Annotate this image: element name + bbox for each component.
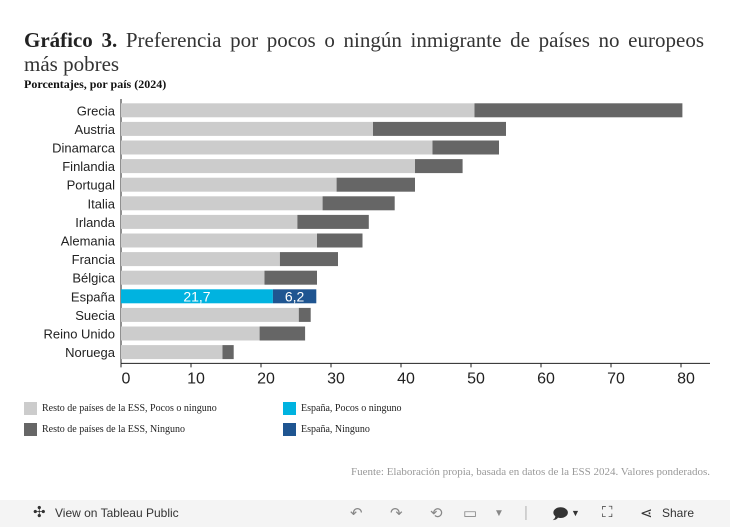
bar-rest-pocos: [121, 140, 433, 155]
bar-rest-ninguno: [298, 307, 311, 322]
redo-icon[interactable]: ↷: [390, 505, 403, 522]
bar-spain-ninguno: [272, 289, 317, 304]
bar-rest-pocos: [121, 233, 317, 248]
share-button[interactable]: Share: [662, 506, 695, 520]
share-icon[interactable]: ⋖: [640, 505, 653, 522]
divider-icon: |: [524, 504, 528, 521]
x-tick-label: 10: [187, 370, 205, 387]
y-tick-label: Finlandia: [62, 159, 116, 174]
bar-rest-ninguno: [297, 214, 369, 229]
source-note: Fuente: Elaboración propia, basada en da…: [350, 466, 710, 478]
y-tick-label: Reino Unido: [43, 327, 115, 342]
bar-rest-ninguno: [264, 270, 317, 285]
x-tick-label: 40: [397, 370, 415, 387]
bar-chart: Grecia Austria Dinamarca Finlandia Portugal I…: [43, 99, 710, 387]
legend-label: España, Ninguno: [301, 424, 370, 435]
bar-rest-pocos: [121, 121, 373, 136]
bar-rest-ninguno: [415, 159, 463, 174]
y-tick-label: Bélgica: [72, 271, 115, 286]
bar-rest-pocos: [121, 177, 337, 192]
comment-icon[interactable]: 🗩: [552, 506, 569, 523]
chart-title-bold: Gráfico 3.: [24, 28, 118, 52]
bar-rest-pocos: [121, 103, 475, 118]
pause-icon[interactable]: ▭: [463, 505, 478, 522]
legend-label: España, Pocos o ninguno: [301, 403, 402, 414]
bar-rest-pocos: [121, 214, 298, 229]
y-tick-label: Irlanda: [75, 215, 116, 230]
x-tick-label: 60: [537, 370, 555, 387]
bar-rest-ninguno: [259, 326, 306, 341]
bar-rest-pocos: [121, 270, 265, 285]
legend-swatch: [24, 402, 37, 415]
chart-subtitle: Porcentajes, por país (2024): [24, 77, 167, 91]
legend-swatch: [24, 423, 37, 436]
bar-rest-ninguno: [317, 233, 363, 248]
tableau-logo-icon: ✣: [33, 504, 46, 521]
tableau-footer: ✣ View on Tableau Public ↶ ↷ ⟲ ▭ ▼ | 🗩 ▼…: [0, 500, 730, 527]
y-tick-label: Austria: [75, 122, 116, 137]
x-tick-label: 80: [677, 370, 695, 387]
undo-icon[interactable]: ↶: [350, 505, 363, 522]
x-tick-label: 30: [327, 370, 345, 387]
x-tick-label: 0: [122, 370, 131, 387]
bar-rest-pocos: [121, 345, 223, 360]
y-tick-label: Noruega: [65, 345, 116, 360]
bar-rest-ninguno: [474, 103, 683, 118]
x-tick-label: 20: [257, 370, 275, 387]
view-on-tableau-link[interactable]: View on Tableau Public: [55, 506, 179, 520]
legend-label: Resto de países de la ESS, Pocos o ningu…: [42, 403, 217, 414]
y-tick-label: Italia: [88, 196, 116, 211]
y-tick-label: Portugal: [67, 178, 116, 193]
data-label: 6,2: [285, 288, 305, 304]
y-tick-label: Grecia: [77, 103, 116, 118]
x-tick-label: 50: [467, 370, 485, 387]
y-tick-label: Alemania: [61, 234, 116, 249]
bar-spain-pocos: [121, 289, 273, 304]
y-tick-label: España: [71, 289, 116, 304]
bar-rest-pocos: [121, 252, 280, 267]
chart-title-text: Preferencia por pocos o ningún inmigrant…: [24, 28, 704, 76]
bar-rest-ninguno: [432, 140, 499, 155]
bar-rest-ninguno: [336, 177, 415, 192]
bar-rest-pocos: [121, 307, 299, 322]
chevron-down-icon[interactable]: ▼: [494, 508, 504, 519]
x-tick-label: 70: [607, 370, 625, 387]
y-tick-label: Suecia: [75, 308, 116, 323]
fullscreen-icon[interactable]: ⛶: [602, 504, 613, 521]
chevron-down-icon[interactable]: ▼: [571, 508, 580, 518]
bar-rest-ninguno: [279, 252, 338, 267]
bar-rest-ninguno: [373, 121, 506, 136]
y-tick-label: Dinamarca: [52, 141, 116, 156]
bar-rest-ninguno: [322, 196, 395, 211]
revert-icon[interactable]: ⟲: [430, 505, 443, 522]
legend-label: Resto de países de la ESS, Ninguno: [42, 424, 186, 435]
bar-rest-pocos: [121, 326, 260, 341]
legend-swatch: [283, 423, 296, 436]
bar-rest-pocos: [121, 196, 323, 211]
chart-title: Gráfico 3. Preferencia por pocos o ningú…: [24, 28, 704, 76]
legend-swatch: [283, 402, 296, 415]
bar-rest-pocos: [121, 159, 415, 174]
data-label: 21,7: [183, 288, 210, 304]
bar-rest-ninguno: [222, 345, 234, 360]
y-tick-label: Francia: [72, 252, 116, 267]
